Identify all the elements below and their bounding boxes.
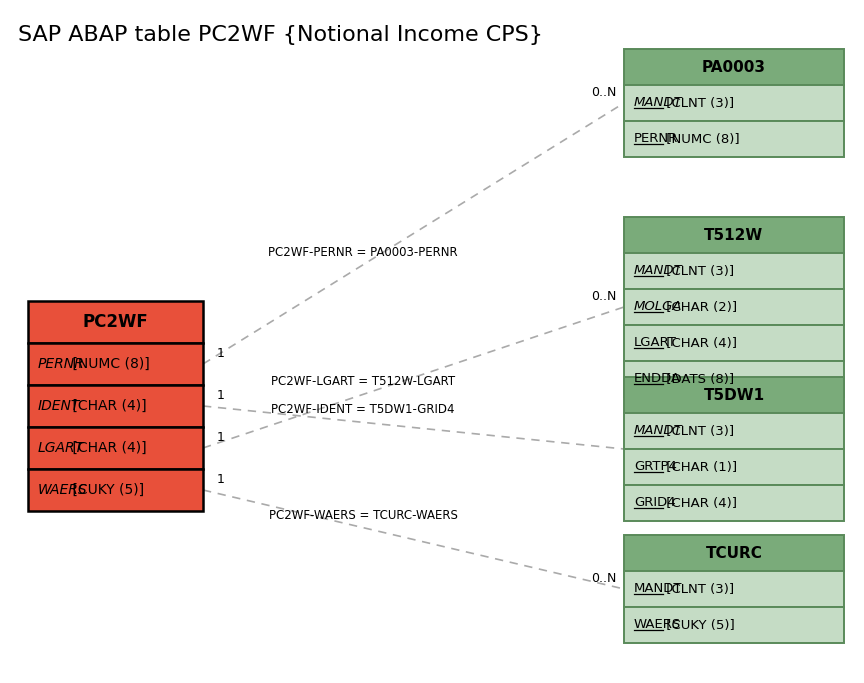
Bar [624, 217, 844, 253]
Text: [CHAR (1)]: [CHAR (1)] [663, 460, 738, 473]
Text: [CHAR (4)]: [CHAR (4)] [663, 337, 738, 350]
Text: [CUKY (5)]: [CUKY (5)] [663, 619, 735, 632]
Text: 1: 1 [217, 473, 225, 486]
Text: [NUMC (8)]: [NUMC (8)] [68, 357, 149, 371]
Bar [28, 469, 203, 511]
Bar [624, 49, 844, 85]
Text: [CLNT (3)]: [CLNT (3)] [663, 425, 734, 438]
Bar [624, 377, 844, 413]
Text: T5DW1: T5DW1 [703, 387, 765, 402]
Text: PERNR: PERNR [634, 133, 678, 145]
Text: MANDT: MANDT [634, 425, 683, 438]
Text: WAERS: WAERS [38, 483, 87, 497]
Text: MOLGA: MOLGA [634, 301, 683, 313]
Text: PERNR: PERNR [38, 357, 85, 371]
Text: GRID4: GRID4 [634, 497, 676, 510]
Bar [624, 253, 844, 289]
Text: [CLNT (3)]: [CLNT (3)] [663, 96, 734, 109]
Text: PC2WF-LGART = T512W-LGART: PC2WF-LGART = T512W-LGART [271, 376, 455, 389]
Bar [624, 413, 844, 449]
Text: T512W: T512W [704, 227, 764, 242]
Bar [624, 571, 844, 607]
Text: [CLNT (3)]: [CLNT (3)] [663, 264, 734, 277]
Text: 0..N: 0..N [591, 572, 616, 585]
Bar [624, 607, 844, 643]
Text: 1: 1 [217, 431, 225, 444]
Text: ENDDA: ENDDA [634, 372, 681, 385]
Bar [28, 385, 203, 427]
Bar [624, 485, 844, 521]
Text: 1: 1 [217, 347, 225, 360]
Text: PC2WF-WAERS = TCURC-WAERS: PC2WF-WAERS = TCURC-WAERS [269, 509, 457, 522]
Bar [624, 535, 844, 571]
Text: PA0003: PA0003 [702, 59, 766, 74]
Text: MANDT: MANDT [634, 96, 683, 109]
Text: TCURC: TCURC [706, 546, 762, 561]
Text: [CLNT (3)]: [CLNT (3)] [663, 583, 734, 596]
Text: LGART: LGART [634, 337, 677, 350]
Text: 0..N: 0..N [591, 86, 616, 99]
Text: MANDT: MANDT [634, 264, 683, 277]
Bar [28, 343, 203, 385]
Text: [NUMC (8)]: [NUMC (8)] [663, 133, 740, 145]
Bar [624, 325, 844, 361]
Text: [DATS (8)]: [DATS (8)] [663, 372, 734, 385]
Text: [CHAR (2)]: [CHAR (2)] [663, 301, 738, 313]
Bar [28, 301, 203, 343]
Text: PC2WF: PC2WF [83, 313, 149, 331]
Text: 1: 1 [217, 389, 225, 402]
Text: [CUKY (5)]: [CUKY (5)] [68, 483, 144, 497]
Text: WAERS: WAERS [634, 619, 681, 632]
Text: [CHAR (4)]: [CHAR (4)] [68, 441, 147, 455]
Text: LGART: LGART [38, 441, 84, 455]
Bar [624, 449, 844, 485]
Bar [28, 427, 203, 469]
Text: MANDT: MANDT [634, 583, 683, 596]
Text: 0..N: 0..N [591, 290, 616, 303]
Text: [CHAR (4)]: [CHAR (4)] [68, 399, 147, 413]
Bar [624, 85, 844, 121]
Text: SAP ABAP table PC2WF {Notional Income CPS}: SAP ABAP table PC2WF {Notional Income CP… [18, 25, 543, 45]
Text: IDENT: IDENT [38, 399, 80, 413]
Bar [624, 121, 844, 157]
Text: PC2WF-IDENT = T5DW1-GRID4: PC2WF-IDENT = T5DW1-GRID4 [271, 404, 454, 417]
Text: GRTP4: GRTP4 [634, 460, 677, 473]
Text: [CHAR (4)]: [CHAR (4)] [663, 497, 738, 510]
Bar [624, 289, 844, 325]
Bar [624, 361, 844, 397]
Text: PC2WF-PERNR = PA0003-PERNR: PC2WF-PERNR = PA0003-PERNR [268, 246, 458, 259]
